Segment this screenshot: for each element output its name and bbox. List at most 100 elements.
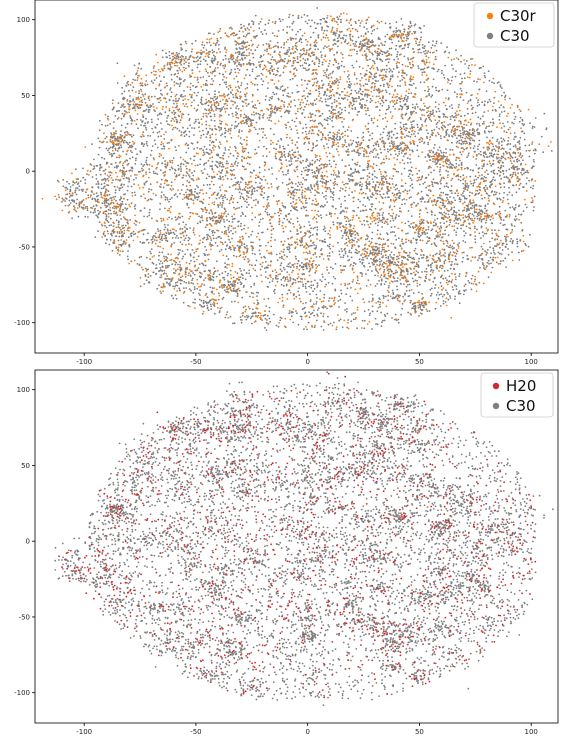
point-c30 (109, 217, 112, 220)
point-c30 (312, 142, 314, 145)
point-c30 (474, 227, 476, 230)
point-c30 (424, 156, 427, 158)
point-c30 (420, 190, 423, 193)
point-c30 (312, 227, 315, 230)
point-c30 (222, 58, 225, 61)
point-c30 (361, 93, 364, 96)
point-c30 (218, 177, 220, 180)
point-c30 (156, 114, 159, 117)
point-c30 (236, 291, 238, 293)
point-c30 (446, 46, 448, 48)
point-c30 (107, 149, 109, 152)
point-c30 (300, 41, 303, 44)
point-c30 (437, 231, 439, 234)
point-c30 (287, 92, 290, 95)
point-c30 (359, 88, 362, 91)
point-c30 (451, 286, 454, 288)
point-c30 (428, 149, 431, 152)
point-c30 (181, 250, 184, 253)
point-c30 (139, 106, 142, 109)
point-c30 (439, 233, 442, 236)
point-c30 (99, 163, 102, 166)
point-c30 (474, 238, 477, 241)
point-c30 (281, 85, 284, 87)
point-c30 (238, 191, 241, 194)
point-c30 (217, 298, 220, 301)
point-c30 (363, 224, 366, 226)
point-c30 (295, 295, 298, 298)
point-c30 (93, 165, 95, 168)
point-c30 (333, 187, 335, 190)
point-c30 (462, 147, 464, 149)
point-c30 (491, 163, 494, 166)
point-c30 (227, 162, 229, 165)
point-c30 (462, 182, 465, 185)
point-c30 (226, 94, 229, 97)
point-c30 (355, 60, 358, 63)
point-c30 (291, 182, 294, 185)
point-c30 (239, 137, 242, 139)
point-c30 (258, 225, 260, 227)
point-c30 (194, 264, 197, 267)
point-c30 (424, 275, 427, 278)
point-c30 (509, 148, 512, 151)
point-c30 (248, 32, 251, 35)
point-c30 (352, 100, 355, 103)
point-c30 (403, 37, 405, 39)
point-c30 (184, 79, 186, 81)
point-c30 (218, 250, 221, 253)
point-c30 (208, 75, 211, 78)
point-c30 (172, 55, 174, 58)
point-c30 (321, 79, 323, 82)
point-c30 (371, 297, 374, 300)
point-c30 (340, 292, 343, 295)
point-c30 (367, 48, 370, 51)
point-c30 (381, 53, 384, 56)
point-c30 (248, 163, 251, 166)
point-c30 (427, 107, 430, 109)
point-c30 (265, 155, 268, 158)
point-c30 (240, 84, 243, 87)
point-c30 (380, 151, 382, 154)
point-c30 (142, 135, 145, 138)
point-c30 (297, 181, 300, 184)
point-c30 (479, 117, 482, 120)
point-c30 (499, 252, 501, 255)
point-c30 (370, 119, 373, 122)
point-c30 (460, 153, 463, 156)
point-c30 (469, 70, 472, 73)
point-c30 (439, 201, 442, 204)
point-c30 (411, 103, 414, 106)
point-c30 (429, 51, 432, 54)
point-c30 (262, 116, 264, 119)
point-c30 (446, 156, 448, 158)
point-c30 (391, 215, 394, 218)
point-c30 (358, 171, 360, 174)
point-c30 (360, 254, 362, 257)
point-c30 (386, 232, 388, 235)
point-c30 (480, 205, 482, 208)
point-c30 (419, 305, 422, 308)
point-c30 (147, 198, 150, 201)
point-c30 (324, 227, 326, 230)
point-c30 (423, 181, 426, 184)
point-c30 (470, 282, 473, 285)
point-c30 (418, 233, 420, 236)
point-c30 (185, 142, 188, 145)
point-c30 (276, 41, 279, 44)
point-c30 (166, 164, 169, 167)
point-c30 (210, 291, 213, 293)
point-c30 (420, 68, 422, 71)
point-c30 (395, 27, 398, 30)
point-c30 (395, 31, 397, 34)
point-c30 (443, 260, 446, 263)
point-c30 (200, 98, 203, 101)
point-c30 (373, 82, 376, 85)
point-c30 (234, 162, 236, 164)
point-c30 (240, 222, 243, 225)
point-c30 (232, 60, 235, 63)
point-c30 (262, 155, 265, 157)
point-c30 (427, 226, 430, 228)
point-c30 (260, 127, 263, 130)
point-c30 (395, 137, 397, 140)
